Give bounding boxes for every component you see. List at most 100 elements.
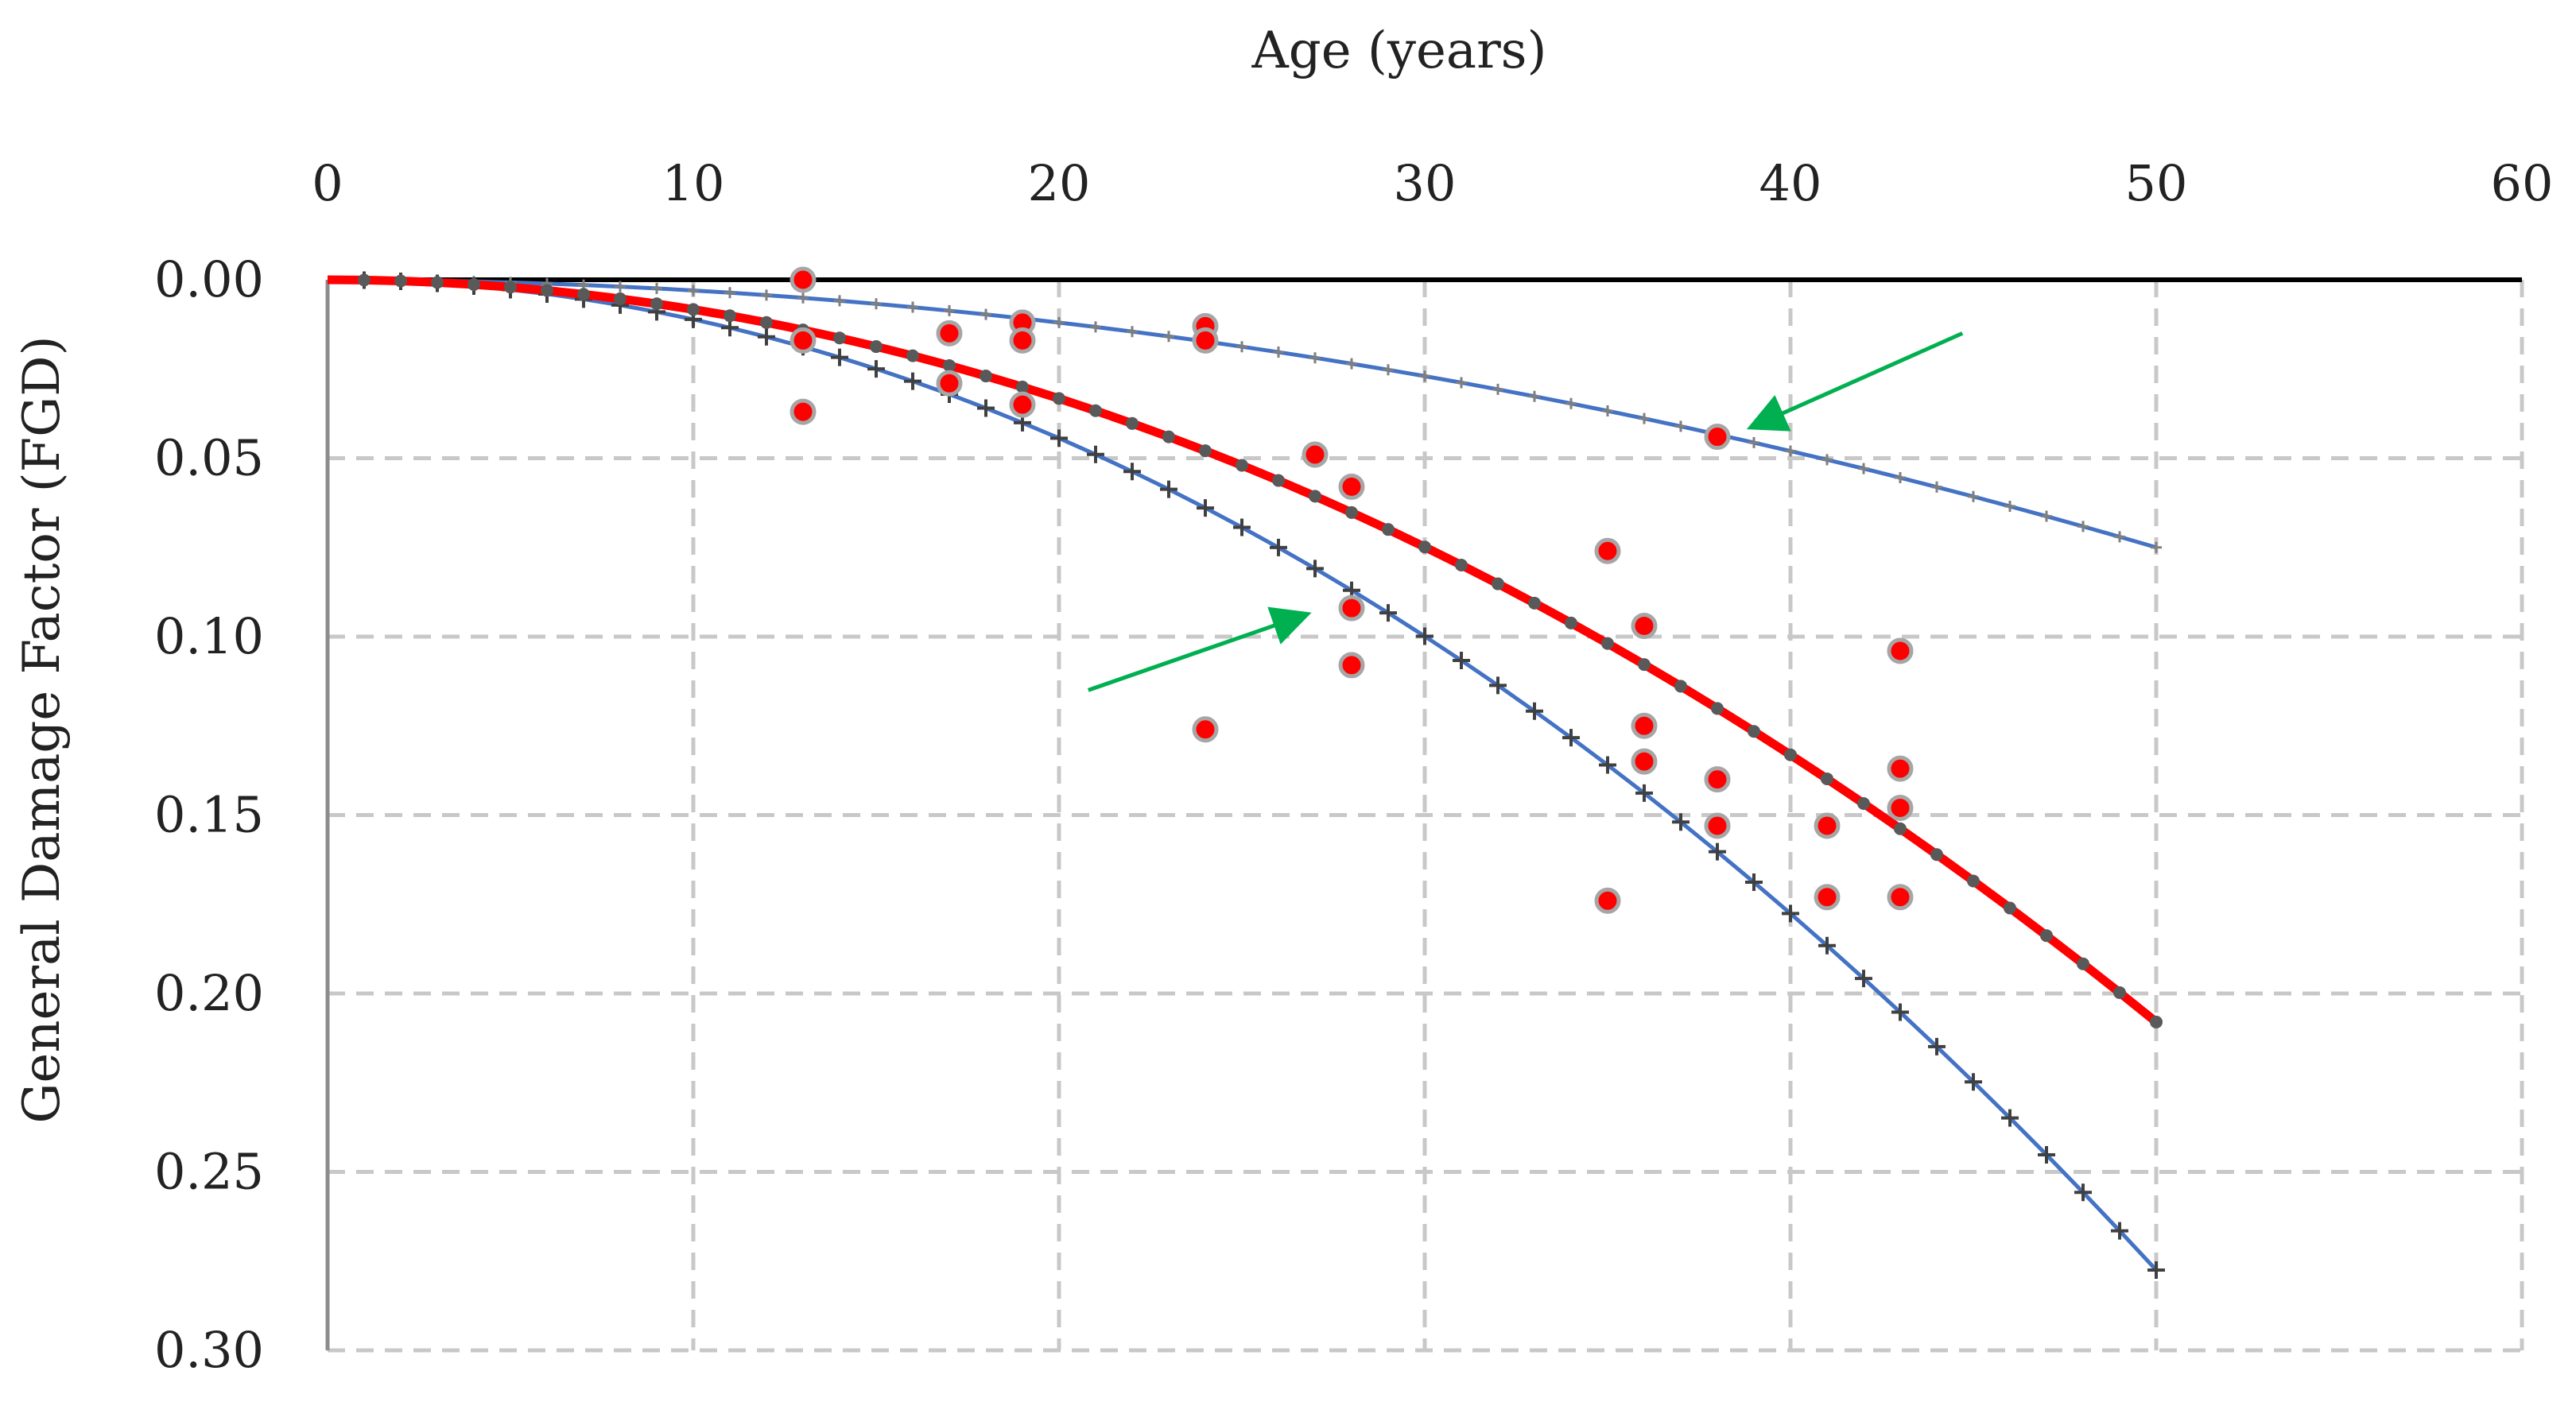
lower-bound-curve-marker xyxy=(1123,463,1141,481)
data-point xyxy=(1814,884,1841,911)
mean-curve-marker xyxy=(2150,1015,2163,1028)
x-tick-label: 60 xyxy=(2491,154,2554,212)
upper-bound-curve-marker xyxy=(1675,420,1686,432)
mean-curve-marker xyxy=(358,273,370,287)
data-point xyxy=(1009,391,1036,418)
mean-curve-marker xyxy=(1309,490,1321,503)
lower-bound-curve-marker xyxy=(1855,970,1872,988)
mean-curve-marker xyxy=(2077,957,2089,970)
mean-curve-marker xyxy=(541,284,553,297)
upper-bound-curve-marker xyxy=(1053,316,1065,328)
upper-bound-curve-marker xyxy=(907,301,918,313)
mean-curve-marker xyxy=(1089,404,1102,417)
upper-bound-curve-marker xyxy=(1529,390,1540,402)
data-point xyxy=(1704,812,1731,839)
mean-curve-marker xyxy=(1711,702,1724,715)
lower-bound-curve-line xyxy=(327,277,2158,1272)
data-point xyxy=(789,266,817,293)
lower-bound-curve-marker xyxy=(1928,1037,1946,1055)
upper-bound-curve-marker xyxy=(1090,321,1101,333)
lower-bound-curve-marker xyxy=(1416,627,1433,645)
data-point xyxy=(1887,795,1914,822)
lower-bound-curve-marker xyxy=(977,399,995,417)
mean-curve-marker xyxy=(1053,392,1065,405)
upper-bound-curve-marker xyxy=(1383,364,1394,376)
upper-bound-curve-marker xyxy=(1821,454,1833,466)
upper-bound-curve-marker xyxy=(1456,377,1467,389)
labels: Age (years) General Damage Factor (FGD) … xyxy=(13,21,2553,1379)
lower-bound-curve-marker xyxy=(2001,1109,2019,1127)
upper-bound-curve-marker xyxy=(761,289,772,301)
data-point xyxy=(1594,887,1621,914)
lower-bound-curve-marker xyxy=(867,360,885,378)
data-point xyxy=(1338,473,1365,500)
mean-curve-marker xyxy=(1455,558,1468,571)
lower-bound-curve-marker xyxy=(1197,499,1214,517)
mean-curve-marker xyxy=(1236,459,1248,472)
mean-curve-marker xyxy=(1199,444,1212,458)
lower-bound-curve-marker xyxy=(1306,560,1324,578)
mean-curve-marker xyxy=(687,303,700,316)
data-point xyxy=(1338,652,1365,679)
upper-bound-curve-marker xyxy=(797,292,809,304)
lower-bound-curve-marker xyxy=(1599,756,1616,774)
mean-curve-marker xyxy=(504,281,517,294)
data-point xyxy=(1192,327,1219,354)
mean-curve-marker xyxy=(1857,796,1870,810)
upper-bound-curve-marker xyxy=(2114,531,2125,543)
lower-bound-curve-marker xyxy=(1160,480,1177,498)
y-axis-title: General Damage Factor (FGD) xyxy=(13,335,72,1123)
upper-bound-curve-marker xyxy=(1273,347,1284,358)
data-point xyxy=(1338,594,1365,622)
x-tick-label: 40 xyxy=(1759,154,1822,212)
x-tick-label: 50 xyxy=(2125,154,2188,212)
upper-bound-curve-marker xyxy=(2004,501,2015,513)
lower-bound-curve-marker xyxy=(1453,651,1470,669)
upper-bound-curve-line xyxy=(327,277,2157,550)
mean-curve-marker xyxy=(614,292,627,305)
mean-curve-marker xyxy=(2004,901,2016,915)
y-tick-label: 0.00 xyxy=(154,250,264,308)
mean-curve-marker xyxy=(980,370,992,383)
data-point xyxy=(1631,712,1658,739)
lower-bound-curve-marker xyxy=(1965,1073,1982,1091)
mean-curve-marker xyxy=(760,316,773,329)
upper-bound-curve-marker xyxy=(1419,370,1430,382)
upper-bound-curve-marker xyxy=(688,285,699,296)
data-point xyxy=(1594,537,1621,564)
mean-curve-marker xyxy=(1674,680,1687,693)
lower-bound-curve-marker xyxy=(1087,445,1104,463)
mean-curve-marker xyxy=(394,274,407,288)
mean-curve-marker xyxy=(431,276,444,289)
upper-bound-curve-marker xyxy=(1602,405,1613,417)
data-point xyxy=(936,370,963,397)
data-point xyxy=(1192,716,1219,743)
mean-curve-marker xyxy=(724,309,736,323)
data-point xyxy=(789,398,817,425)
lower-bound-curve-marker xyxy=(1891,1003,1909,1021)
upper-bound-curve-marker xyxy=(944,304,955,316)
mean-curve-marker xyxy=(943,358,956,372)
y-tick-label: 0.25 xyxy=(154,1143,264,1201)
upper-bound-curve-marker xyxy=(724,287,735,299)
mean-curve-marker xyxy=(1601,637,1614,650)
mean-curve-marker xyxy=(577,288,590,301)
upper-bound-curve-marker xyxy=(615,281,626,292)
lower-bound-curve-marker xyxy=(1379,604,1397,622)
mean-curve-marker xyxy=(1894,822,1907,835)
data-point xyxy=(1887,755,1914,782)
mean-curve-marker xyxy=(1382,523,1395,536)
data-point xyxy=(1302,441,1329,468)
annotations xyxy=(1087,331,1964,692)
mean-curve-marker xyxy=(906,349,919,362)
upper-bound-curve-marker xyxy=(871,298,882,310)
x-tick-label: 20 xyxy=(1028,154,1091,212)
upper-bound-curve-marker xyxy=(1785,445,1796,457)
mean-curve-marker xyxy=(1930,848,1943,862)
mean-curve-marker xyxy=(467,277,480,291)
mean-curve-marker xyxy=(1821,772,1833,785)
mean-curve-line xyxy=(327,275,2159,1026)
mean-curve-marker xyxy=(1638,658,1651,672)
upper-bound-curve-marker xyxy=(1163,331,1174,343)
